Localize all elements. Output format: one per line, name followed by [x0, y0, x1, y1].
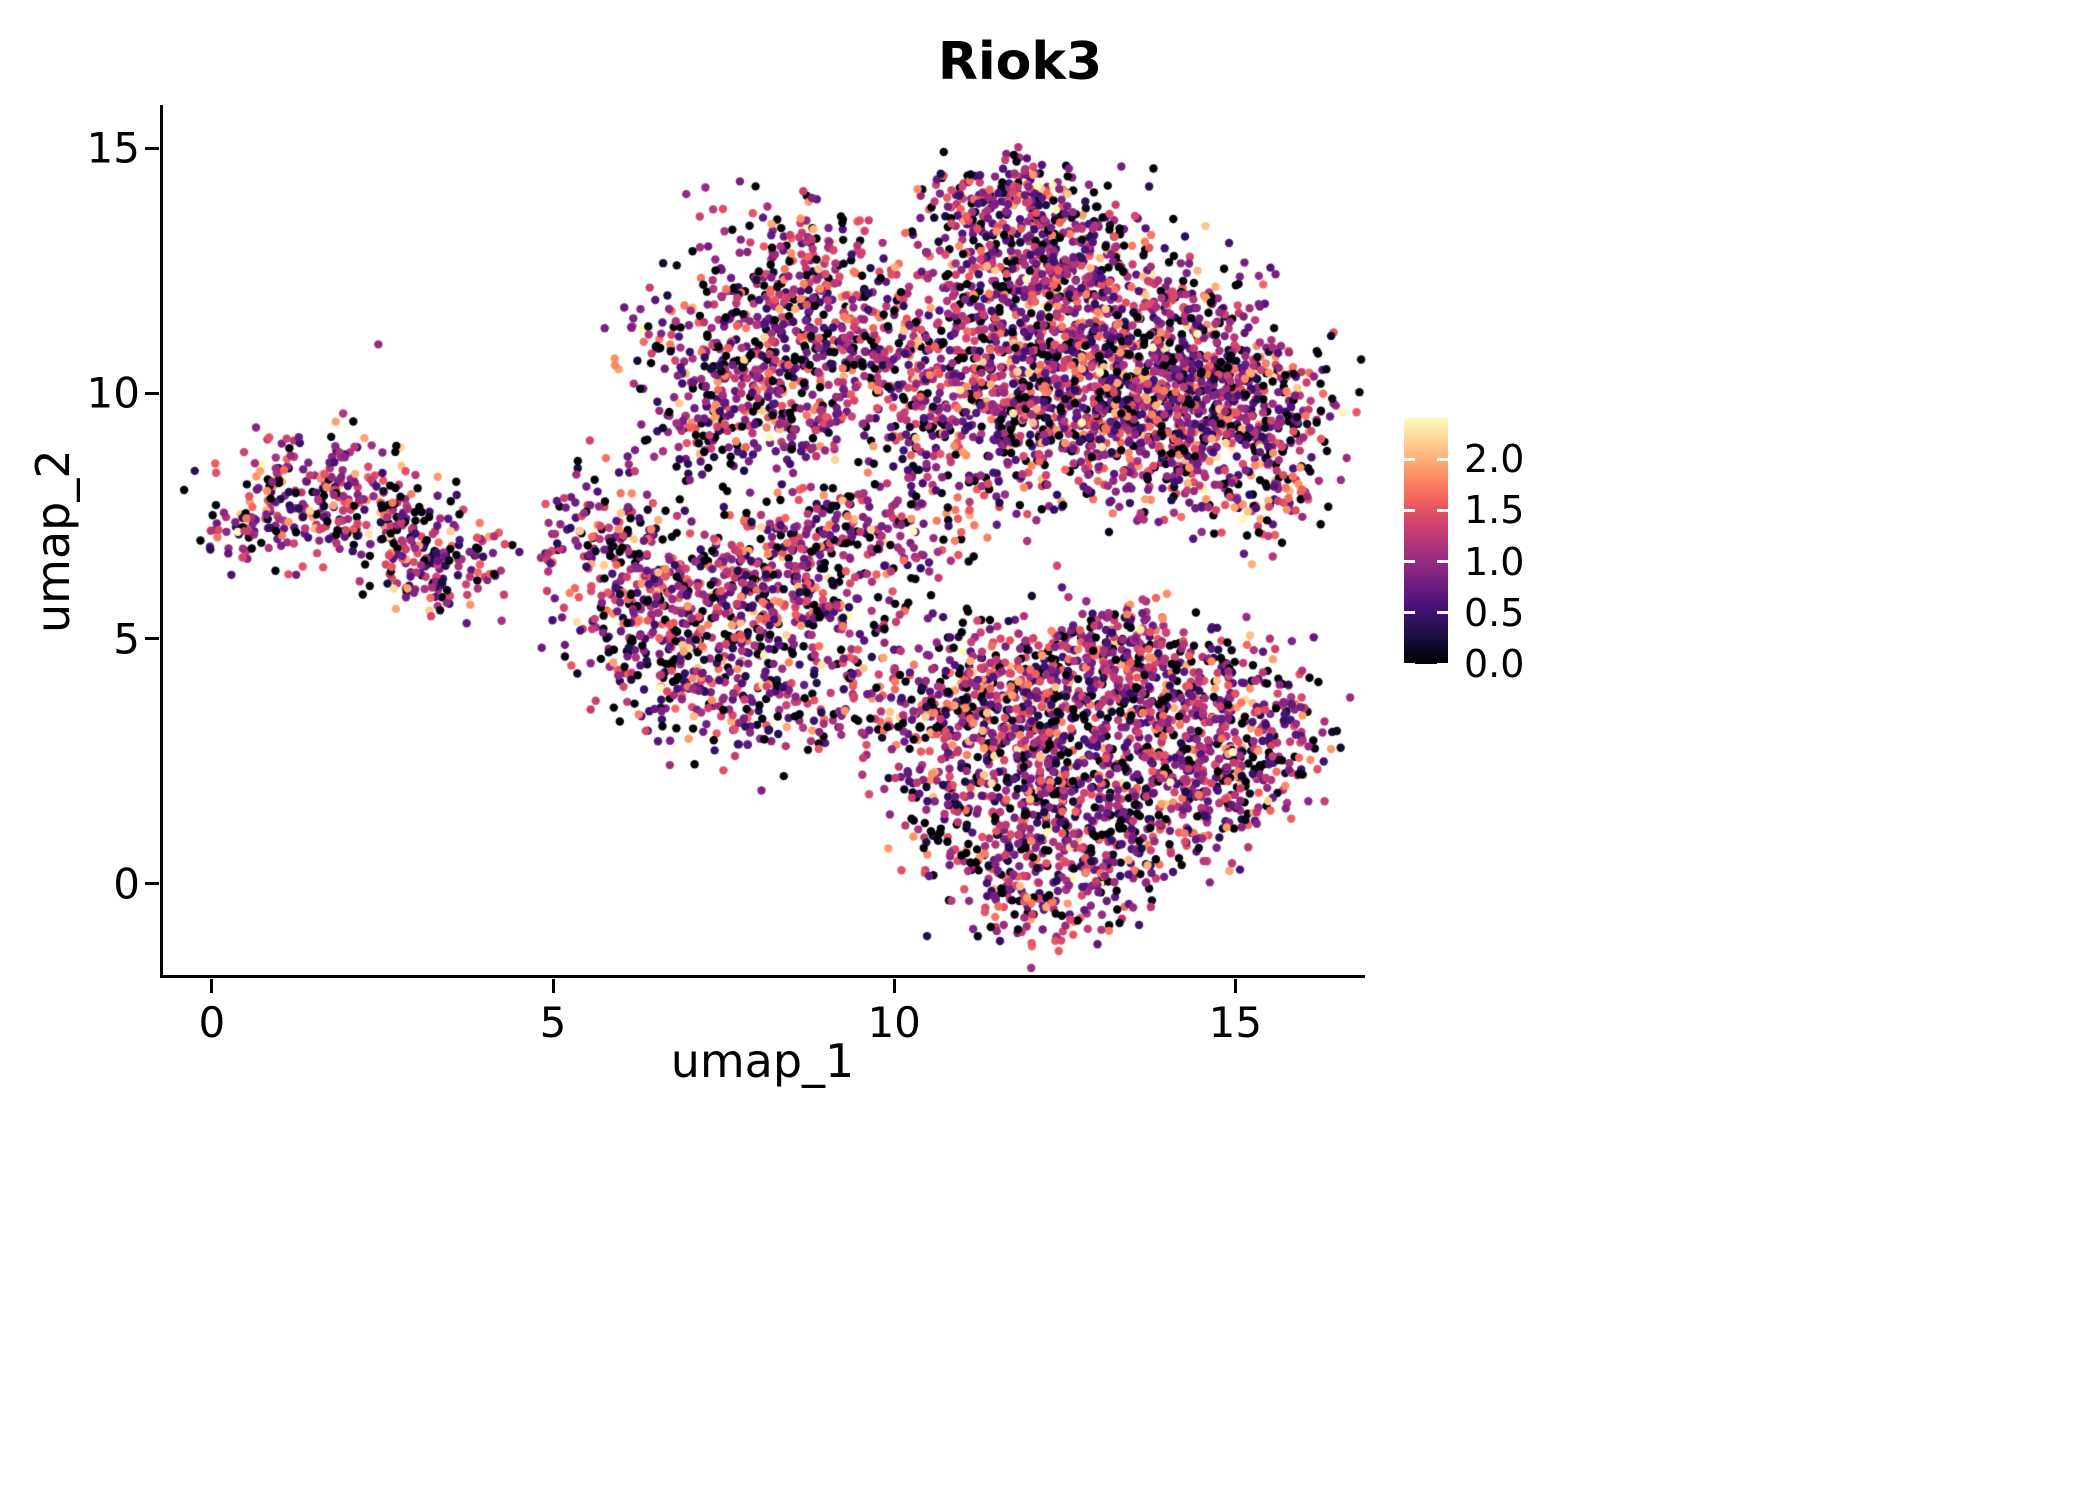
- colorbar-tick-mark: [1437, 457, 1448, 461]
- colorbar-tick-label: 2.0: [1464, 437, 1525, 481]
- y-axis-tick-mark: [145, 146, 159, 150]
- colorbar-tick-mark: [1404, 662, 1415, 666]
- y-axis-tick-label: 15: [86, 123, 140, 173]
- y-axis-tick-label: 10: [86, 368, 140, 418]
- y-axis-tick-label: 0: [113, 859, 140, 909]
- x-axis-tick-mark: [892, 979, 896, 993]
- colorbar: [1404, 418, 1448, 666]
- y-axis-tick-mark: [145, 637, 159, 641]
- x-axis-tick-label: 5: [539, 998, 567, 1047]
- colorbar-tick-mark: [1404, 508, 1415, 512]
- colorbar-tick-mark: [1437, 508, 1448, 512]
- y-axis-tick-label: 5: [113, 614, 140, 664]
- chart-title: Riok3: [937, 32, 1103, 92]
- colorbar-tick-mark: [1404, 560, 1415, 563]
- x-axis-tick-label: 0: [198, 998, 226, 1047]
- x-axis-tick-label: 15: [1208, 998, 1263, 1047]
- colorbar-tick-mark: [1404, 611, 1415, 615]
- x-axis-tick-label: 10: [867, 998, 921, 1047]
- colorbar-tick-mark: [1437, 560, 1448, 563]
- x-axis-tick-mark: [210, 979, 214, 993]
- x-axis-tick-mark: [1233, 979, 1237, 993]
- scatter-points-canvas: [163, 105, 1368, 978]
- y-axis-tick-mark: [145, 882, 159, 886]
- y-axis-tick-mark: [145, 391, 159, 395]
- x-axis-label: umap_1: [670, 1034, 855, 1088]
- x-axis-tick-mark: [551, 979, 555, 993]
- colorbar-tick-label: 0.0: [1464, 642, 1525, 686]
- colorbar-tick-mark: [1437, 662, 1448, 666]
- colorbar-gradient: [1404, 418, 1448, 664]
- colorbar-tick-mark: [1404, 457, 1415, 461]
- colorbar-tick-label: 1.5: [1464, 488, 1525, 533]
- y-axis-label: umap_2: [26, 449, 80, 634]
- colorbar-tick-mark: [1437, 611, 1448, 615]
- plot-panel: [160, 105, 1368, 978]
- colorbar-tick-label: 1.0: [1464, 539, 1525, 584]
- colorbar-tick-label: 0.5: [1464, 590, 1525, 635]
